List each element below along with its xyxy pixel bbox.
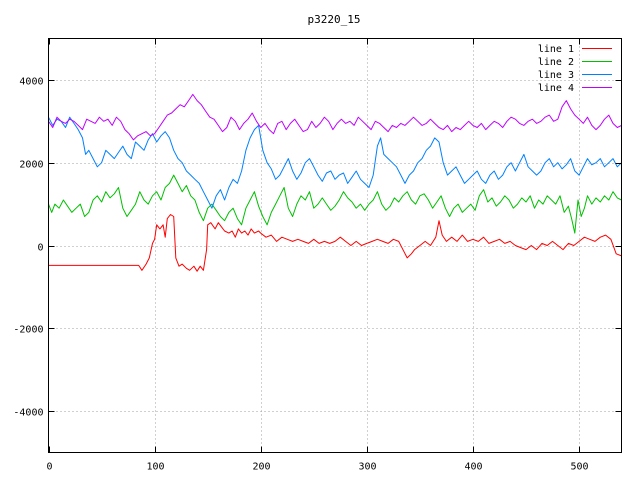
chart-title: p3220_15: [308, 13, 361, 26]
series-line-1: [48, 214, 622, 272]
legend-label-4: line 4: [538, 83, 574, 94]
plot-frame: [48, 38, 622, 453]
x-tick-label: 0: [46, 462, 52, 473]
legend-label-3: line 3: [538, 70, 574, 81]
x-tick-label: 300: [358, 462, 376, 473]
legend: line 1 line 2 line 3 line 4: [538, 44, 612, 94]
series-line-2: [48, 174, 622, 234]
y-tick-label: 0: [37, 243, 43, 254]
legend-label-1: line 1: [538, 44, 574, 55]
grid: [48, 38, 622, 453]
plot-area: [48, 93, 622, 272]
series-line-3: [48, 116, 622, 209]
legend-label-2: line 2: [538, 57, 574, 68]
x-tick-label: 100: [146, 462, 164, 473]
axis-ticks: 0 100 200 300 400 500 -4000 -2000 0 2000 4000: [13, 38, 622, 473]
series-line-4: [48, 93, 622, 141]
x-tick-label: 400: [464, 462, 482, 473]
y-tick-label: 2000: [19, 160, 43, 171]
x-tick-label: 500: [570, 462, 588, 473]
y-tick-label: 4000: [19, 77, 43, 88]
x-tick-label: 200: [252, 462, 270, 473]
y-tick-label: -2000: [13, 325, 43, 336]
y-tick-label: -4000: [13, 408, 43, 419]
